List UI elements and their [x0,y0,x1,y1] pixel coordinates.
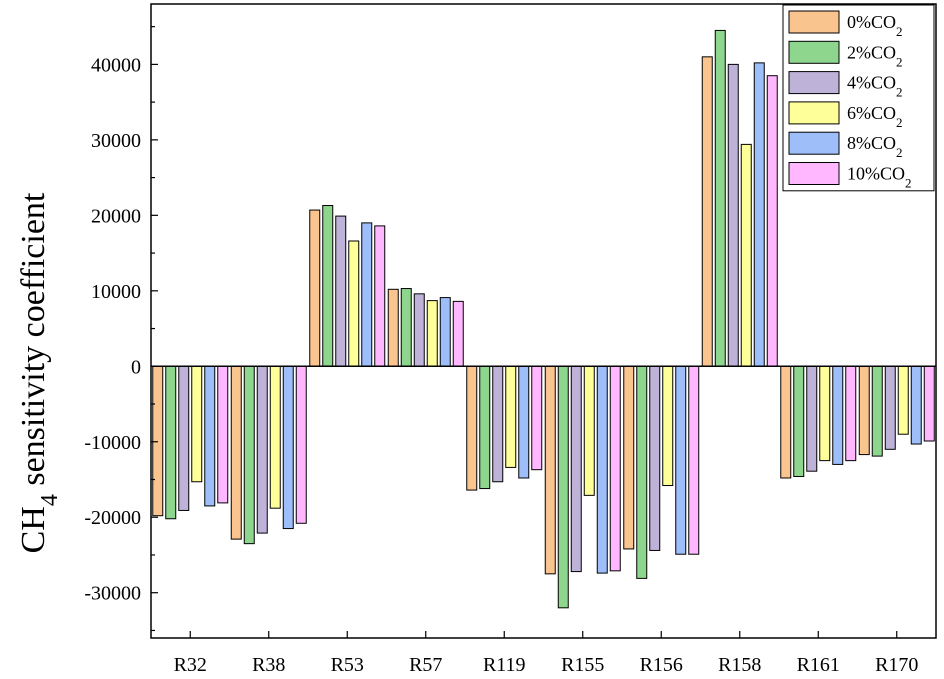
bar-r155-2pctco2 [557,365,569,609]
bar-r170-0pctco2 [858,365,870,456]
legend-swatch [788,162,840,185]
bar-r156-0pctco2 [623,365,635,550]
bar-r32-6pctco2 [191,365,203,483]
bar-r53-10pctco2 [374,225,386,367]
bar-r57-2pctco2 [400,288,412,367]
bar-r32-8pctco2 [204,365,216,507]
bars-layer [152,29,935,609]
x-tick-label: R170 [875,654,918,676]
x-tick-label: R119 [483,654,526,676]
bar-r32-0pctco2 [152,365,164,517]
bar-r170-8pctco2 [910,365,922,445]
legend-label: 0%CO2 [847,12,903,39]
y-tick-label: 40000 [91,54,141,76]
bar-r57-8pctco2 [439,297,451,367]
x-tick-label: R32 [174,654,207,676]
legend-label: 4%CO2 [847,73,903,100]
bar-r38-10pctco2 [295,365,307,524]
bar-r53-6pctco2 [348,240,360,367]
bar-r156-2pctco2 [636,365,648,579]
bar-r161-0pctco2 [780,365,792,479]
bar-r119-0pctco2 [466,365,478,491]
bar-r161-6pctco2 [819,365,831,462]
bar-r170-4pctco2 [884,365,896,450]
bar-r119-4pctco2 [492,365,504,483]
legend-label: 8%CO2 [847,133,903,160]
y-tick-label: -10000 [84,432,141,454]
y-axis-label: CH4 sensitivity coefficient [15,192,63,553]
bar-r170-10pctco2 [923,365,935,442]
bar-r161-2pctco2 [793,365,805,477]
y-tick-label: 30000 [91,130,141,152]
x-ticks-layer: R32 R38 R53 R57 R119 R155 R156 R158 R161 R170 [174,631,918,676]
bar-r53-2pctco2 [322,205,334,367]
bar-r158-8pctco2 [753,62,765,367]
bar-r32-4pctco2 [178,365,190,511]
legend-label: 6%CO2 [847,103,903,129]
bar-r119-2pctco2 [479,365,491,490]
bar-r158-2pctco2 [714,29,726,367]
bar-r32-10pctco2 [217,365,229,504]
bar-r155-4pctco2 [570,365,582,573]
y-tick-label: 20000 [91,205,141,227]
axes-layer [150,3,937,639]
x-tick-label: R156 [640,654,683,676]
legend-swatch [788,10,840,34]
x-tick-label: R53 [331,654,364,676]
bar-r156-4pctco2 [649,365,661,551]
bar-r155-8pctco2 [596,365,608,574]
bar-r158-4pctco2 [727,63,739,367]
bar-r158-10pctco2 [766,75,778,367]
bar-r53-8pctco2 [361,222,373,367]
legend: 0%CO2 2%CO2 4%CO2 6%CO2 8%CO2 10%CO2 [782,4,935,192]
legend-label: 2%CO2 [847,42,903,69]
bar-r57-4pctco2 [413,293,425,367]
y-tick-label: 0 [131,356,141,378]
legend-label: 10%CO2 [847,164,912,191]
bar-r53-0pctco2 [309,209,321,367]
legend-swatch [788,40,840,64]
bar-r170-2pctco2 [871,365,883,457]
bar-r156-6pctco2 [662,365,674,487]
bar-r38-4pctco2 [256,365,268,534]
bar-r53-4pctco2 [335,215,347,367]
x-tick-label: R57 [409,654,442,676]
x-tick-label: R155 [561,654,604,676]
bar-r161-4pctco2 [806,365,818,472]
bar-r155-10pctco2 [609,365,621,572]
bar-r38-2pctco2 [243,365,255,545]
plot-frame [150,3,937,639]
bar-r158-0pctco2 [701,56,713,367]
bar-r170-6pctco2 [897,365,909,435]
bar-r156-10pctco2 [688,365,700,555]
bar-r38-6pctco2 [269,365,281,509]
bar-r38-8pctco2 [282,365,294,530]
y-ticks-layer: -30000 -20000 -10000 0 10000 20000 30000 40000 [84,26,158,632]
bar-r156-8pctco2 [675,365,687,555]
legend-box [782,4,935,192]
legend-swatch [788,101,840,125]
bar-r57-6pctco2 [426,300,438,367]
bar-r161-8pctco2 [832,365,844,465]
bar-r57-0pctco2 [387,288,399,367]
y-tick-label: -20000 [84,507,141,529]
bar-r119-10pctco2 [531,365,543,471]
bar-r119-6pctco2 [505,365,517,468]
bar-r119-8pctco2 [518,365,530,479]
x-tick-label: R161 [797,654,840,676]
bar-r57-10pctco2 [452,300,464,367]
legend-swatch [788,71,840,95]
y-tick-label: -30000 [84,583,141,605]
bar-r155-6pctco2 [583,365,595,496]
bar-r161-10pctco2 [845,365,857,462]
bar-r38-0pctco2 [230,365,242,540]
x-tick-label: R158 [718,654,761,676]
x-tick-label: R38 [252,654,285,676]
bar-r32-2pctco2 [165,365,177,520]
bar-r158-6pctco2 [740,143,752,367]
y-tick-label: 10000 [91,281,141,303]
bar-r155-0pctco2 [544,365,556,575]
legend-swatch [788,131,840,155]
